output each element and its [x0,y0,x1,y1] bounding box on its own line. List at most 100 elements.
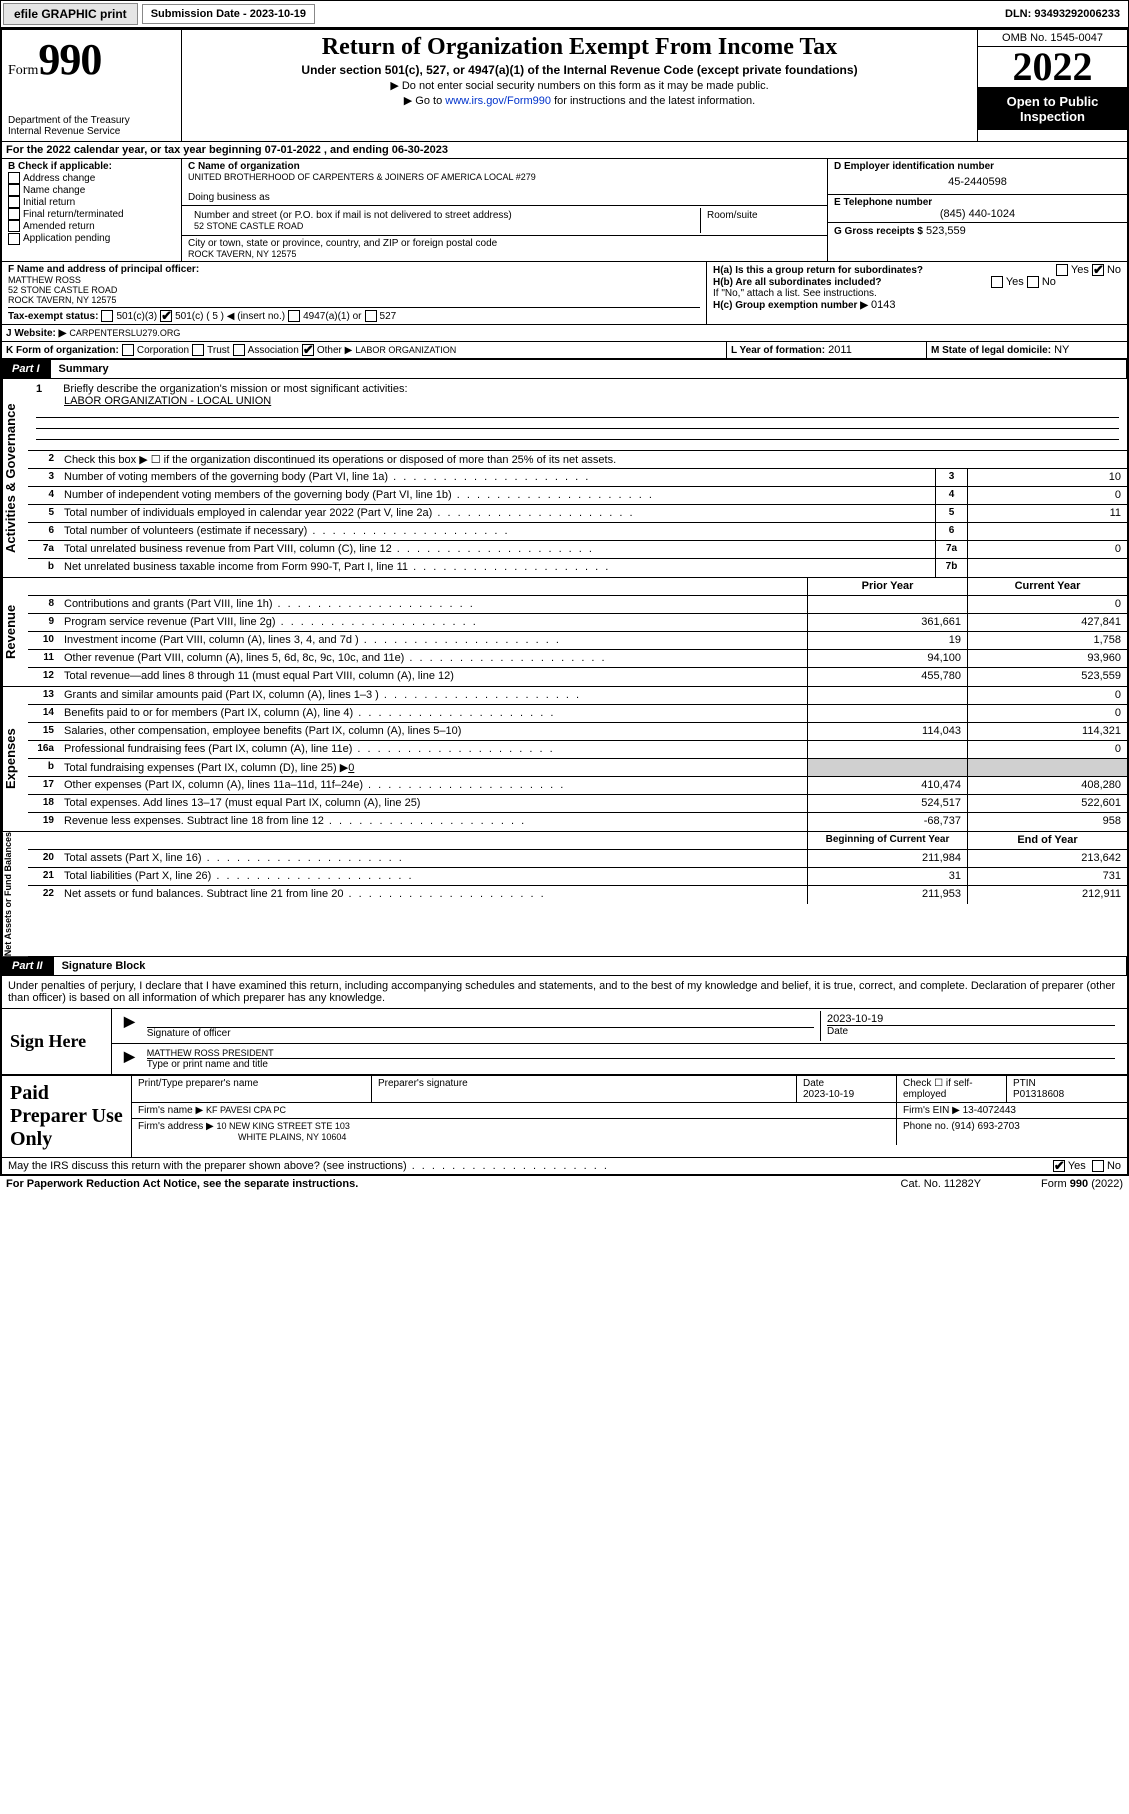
ptin-label: PTIN [1013,1078,1036,1089]
firm-addr2: WHITE PLAINS, NY 10604 [138,1132,346,1142]
ha-yes[interactable] [1056,264,1068,276]
line-15: Salaries, other compensation, employee b… [60,723,807,740]
line-13: Grants and similar amounts paid (Part IX… [60,687,807,704]
hb-yes[interactable] [991,276,1003,288]
chk-final-return[interactable]: Final return/terminated [8,208,175,220]
chk-initial-return[interactable]: Initial return [8,196,175,208]
h-b-note: If "No," attach a list. See instructions… [713,288,1121,299]
firm-phone: (914) 693-2703 [951,1121,1019,1132]
c17: 408,280 [967,777,1127,794]
chk-other[interactable] [302,344,314,356]
c18: 522,601 [967,795,1127,812]
chk-501c3[interactable] [101,310,113,322]
discuss-no[interactable] [1092,1160,1104,1172]
chk-501c[interactable] [160,310,172,322]
chk-527[interactable] [365,310,377,322]
line-3: Number of voting members of the governin… [60,469,935,486]
val-5: 11 [967,505,1127,522]
box-e-label: E Telephone number [834,197,1121,208]
discuss-q: May the IRS discuss this return with the… [8,1160,609,1172]
box-f-label: F Name and address of principal officer: [8,264,700,275]
submission-date: Submission Date - 2023-10-19 [142,4,315,24]
form-ref: Form 990 (2022) [1041,1178,1123,1190]
sign-date-label: Date [827,1025,1115,1037]
line-16b: Total fundraising expenses (Part IX, col… [60,759,807,776]
val-7b [967,559,1127,577]
line-2: Check this box ▶ ☐ if the organization d… [60,451,1127,468]
sign-here-label: Sign Here [2,1009,112,1074]
prep-date-hdr: Date [803,1078,824,1089]
box-b-label: B Check if applicable: [8,161,175,172]
c9: 427,841 [967,614,1127,631]
chk-address-change[interactable]: Address change [8,172,175,184]
paid-preparer-label: Paid Preparer Use Only [2,1076,132,1157]
tax-year: 2022 [978,47,1127,88]
prep-self-emp: Check ☐ if self-employed [897,1076,1007,1102]
form-header: Form990 Department of the Treasury Inter… [2,30,1127,142]
chk-name-change[interactable]: Name change [8,184,175,196]
line-20: Total assets (Part X, line 16) [60,850,807,867]
p17: 410,474 [807,777,967,794]
irs-link[interactable]: www.irs.gov/Form990 [445,95,551,107]
irs-label: Internal Revenue Service [8,126,175,137]
chk-app-pending[interactable]: Application pending [8,232,175,244]
line-22: Net assets or fund balances. Subtract li… [60,886,807,904]
phone-label: Phone no. [903,1121,949,1132]
ptin: P01318608 [1013,1089,1064,1100]
chk-corp[interactable] [122,344,134,356]
box-i-label: Tax-exempt status: [8,311,98,322]
firm-addr-label: Firm's address ▶ [138,1121,214,1132]
line-a: For the 2022 calendar year, or tax year … [2,142,1127,158]
h-a: H(a) Is this a group return for subordin… [713,264,1121,276]
goto-note: ▶ Go to www.irs.gov/Form990 for instruct… [190,94,969,107]
telephone: (845) 440-1024 [834,208,1121,220]
other-org-type: LABOR ORGANIZATION [355,345,456,355]
chk-amended[interactable]: Amended return [8,220,175,232]
part-2-header: Part II Signature Block [2,956,1127,976]
mission-q: Briefly describe the organization's miss… [63,383,407,395]
top-bar: efile GRAPHIC print Submission Date - 20… [0,0,1129,28]
chk-trust[interactable] [192,344,204,356]
officer-addr2: ROCK TAVERN, NY 12575 [8,295,700,305]
open-to-public: Open to Public Inspection [978,88,1127,130]
discuss-yes[interactable] [1053,1160,1065,1172]
officer-name-label: Type or print name and title [147,1058,1115,1070]
sig-officer-label: Signature of officer [147,1027,814,1039]
c22: 212,911 [967,886,1127,904]
ssn-note: ▶ Do not enter social security numbers o… [190,79,969,92]
firm-addr1: 10 NEW KING STREET STE 103 [217,1121,350,1131]
ha-no[interactable] [1092,264,1104,276]
chk-4947[interactable] [288,310,300,322]
dba-label: Doing business as [188,192,821,203]
form-title: Return of Organization Exempt From Incom… [190,34,969,61]
hdr-begin: Beginning of Current Year [807,832,967,849]
val-4: 0 [967,487,1127,504]
box-j-label: J Website: ▶ [6,328,66,339]
c8: 0 [967,596,1127,613]
group-exemption: 0143 [871,299,895,311]
part-1-header: Part I Summary [2,359,1127,379]
line-7b: Net unrelated business taxable income fr… [60,559,935,577]
form-number: Form990 [8,34,175,85]
line-11: Other revenue (Part VIII, column (A), li… [60,650,807,667]
gross-receipts: 523,559 [926,225,966,237]
website: CARPENTERSLU279.ORG [69,328,180,338]
efile-print-button[interactable]: efile GRAPHIC print [3,3,138,25]
addr-label: Number and street (or P.O. box if mail i… [194,210,694,221]
box-m-label: M State of legal domicile: [931,345,1051,356]
hb-no[interactable] [1027,276,1039,288]
form-subtitle: Under section 501(c), 527, or 4947(a)(1)… [190,63,969,77]
p14 [807,705,967,722]
p15: 114,043 [807,723,967,740]
cat-no: Cat. No. 11282Y [901,1178,982,1190]
box-k-label: K Form of organization: [6,345,119,356]
section-bcdeg: B Check if applicable: Address change Na… [2,159,1127,262]
p11: 94,100 [807,650,967,667]
officer-addr1: 52 STONE CASTLE ROAD [8,285,700,295]
chk-assoc[interactable] [233,344,245,356]
val-3: 10 [967,469,1127,486]
c14: 0 [967,705,1127,722]
c12: 523,559 [967,668,1127,686]
p21: 31 [807,868,967,885]
hdr-current: Current Year [967,578,1127,595]
